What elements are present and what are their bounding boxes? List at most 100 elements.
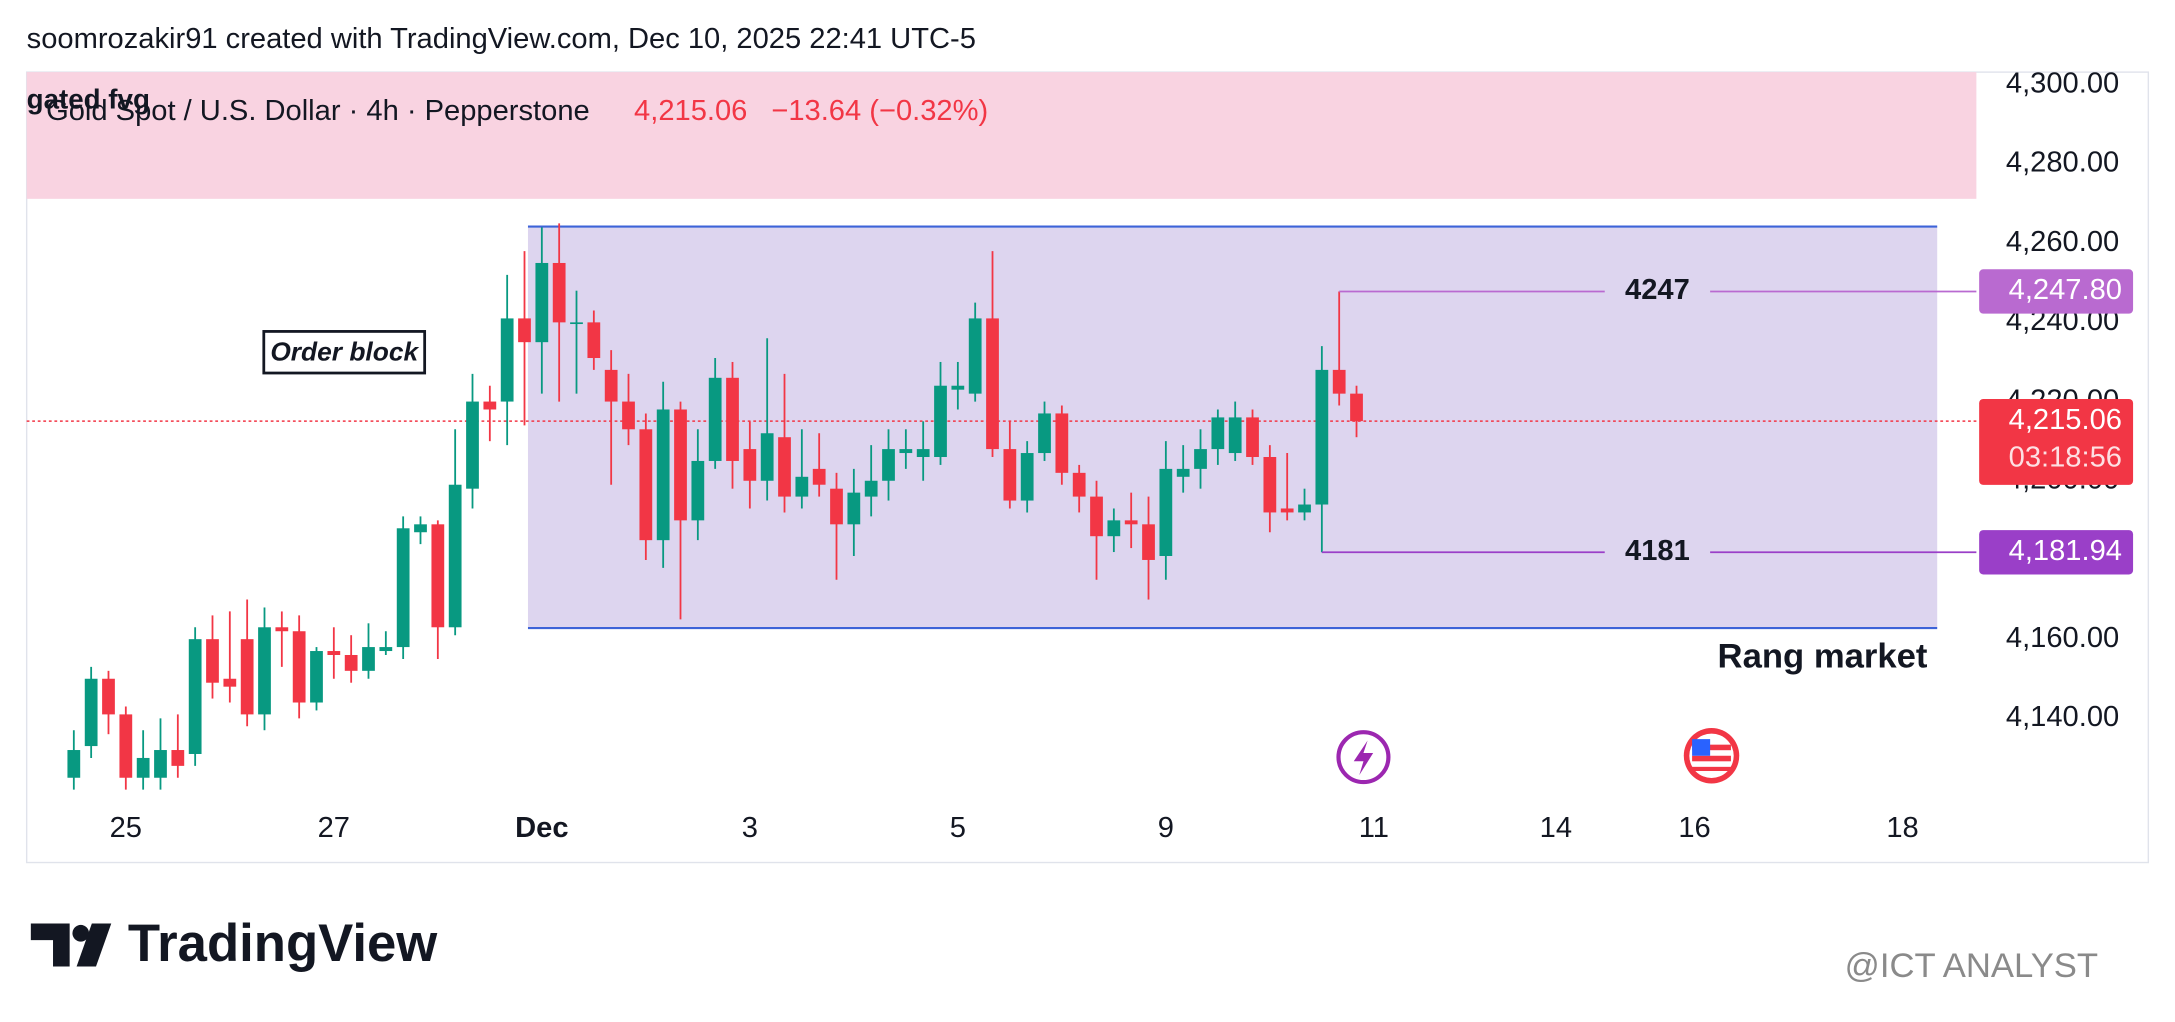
candle-body: [743, 449, 757, 481]
candle-body: [500, 318, 514, 402]
candle-body: [916, 449, 930, 458]
x-tick-label: 25: [110, 812, 142, 844]
candle-body: [448, 484, 462, 628]
candle-body: [604, 369, 618, 402]
order-block-box: [262, 330, 427, 375]
candle-body: [1228, 417, 1242, 454]
x-tick-label: 3: [742, 812, 758, 844]
x-tick-label: 9: [1158, 812, 1174, 844]
watermark: @ICT ANALYST: [1845, 947, 2098, 985]
candle-body: [864, 480, 878, 497]
candle-body: [1038, 413, 1051, 454]
candle-body: [1142, 524, 1155, 560]
candle-body: [1350, 393, 1363, 422]
candle-body: [1194, 449, 1207, 469]
candle-body: [656, 409, 670, 541]
candle-body: [812, 468, 826, 485]
last-price-header: 4,215.06: [634, 95, 747, 127]
price-tag: [1979, 530, 2134, 575]
event-icon: [1336, 730, 1391, 785]
candle-body: [171, 750, 185, 766]
candle-body: [570, 322, 583, 325]
candle-body: [847, 492, 861, 525]
candle-body: [1298, 504, 1311, 513]
order-block-label: Order block: [270, 337, 419, 367]
candle-body: [691, 460, 705, 521]
candle-body: [379, 647, 393, 652]
plot-area: gated fvg Rang market 4247 4181: [26, 72, 1977, 790]
candle-body: [327, 651, 341, 655]
candle-body: [760, 433, 774, 481]
candle-body: [1280, 508, 1294, 513]
candle-body: [240, 639, 254, 715]
candle-body: [587, 322, 601, 359]
candle-body: [1020, 453, 1034, 501]
candle-body: [84, 678, 98, 747]
x-tick-label: Dec: [515, 812, 568, 844]
y-tick-label: 4,140.00: [2006, 701, 2119, 733]
candle-body: [154, 750, 167, 778]
candle-body: [778, 437, 791, 497]
candle-body: [310, 651, 323, 703]
candle-body: [1315, 369, 1329, 505]
candle-body: [258, 627, 271, 715]
last-price-tag-label: 4,215.06: [2009, 404, 2122, 436]
candle-body: [1211, 417, 1225, 450]
price-tag-label: 4,247.80: [2009, 274, 2122, 306]
last-price-tag: [1979, 398, 2134, 485]
footer-logo-text: TradingView: [128, 914, 438, 973]
candle-body: [344, 654, 358, 671]
candle-body: [622, 401, 635, 430]
range-label: Rang market: [1718, 638, 1928, 676]
candle-body: [1246, 417, 1259, 458]
candle-body: [1263, 457, 1277, 513]
candle-body: [1159, 468, 1173, 556]
candle-body: [951, 385, 965, 390]
candle-body: [1090, 496, 1103, 537]
candle-body: [414, 524, 427, 533]
symbol: Gold Spot / U.S. Dollar · 4h · Peppersto…: [46, 95, 590, 127]
y-tick-label: 4,260.00: [2006, 226, 2119, 258]
candle-body: [292, 631, 306, 703]
header-text: soomrozakir91 created with TradingView.c…: [27, 23, 976, 55]
candle-body: [1107, 520, 1121, 537]
candle-body: [934, 385, 947, 458]
price-tag-label: 4,181.94: [2009, 535, 2122, 567]
candle-body: [708, 377, 722, 461]
candle-body: [483, 401, 497, 410]
candle-body: [1055, 413, 1069, 473]
candle-body: [466, 401, 479, 489]
x-tick-label: 14: [1540, 812, 1572, 844]
x-tick-label: 5: [950, 812, 966, 844]
candle-body: [396, 528, 410, 648]
candle-body: [275, 627, 289, 632]
candle-body: [899, 449, 913, 454]
x-tick-label: 11: [1359, 812, 1389, 844]
candle-body: [968, 318, 982, 394]
candle-body: [639, 429, 653, 541]
x-tick-label: 16: [1678, 812, 1710, 844]
y-tick-label: 4,300.00: [2006, 67, 2119, 99]
candle-body: [882, 449, 895, 481]
candle-body: [1176, 468, 1190, 477]
candle-body: [67, 750, 81, 778]
countdown: 03:18:56: [2009, 441, 2122, 473]
candle-body: [1003, 449, 1017, 501]
candle-body: [1332, 369, 1346, 394]
price-tag: [1979, 269, 2134, 314]
y-tick-label: 4,160.00: [2006, 622, 2119, 654]
candle-body: [518, 318, 531, 343]
candle-body: [136, 757, 150, 778]
fvg-label: gated fvg: [27, 84, 150, 115]
candle-body: [119, 714, 133, 778]
x-tick-label: 18: [1886, 812, 1918, 844]
level-label: 4247: [1625, 274, 1690, 306]
candle-body: [795, 476, 809, 497]
candle-body: [726, 377, 739, 461]
y-tick-label: 4,280.00: [2006, 147, 2119, 179]
x-tick-label: 27: [318, 812, 350, 844]
tradingview-logo: [30, 923, 112, 967]
price-change: −13.64 (−0.32%): [771, 95, 988, 127]
